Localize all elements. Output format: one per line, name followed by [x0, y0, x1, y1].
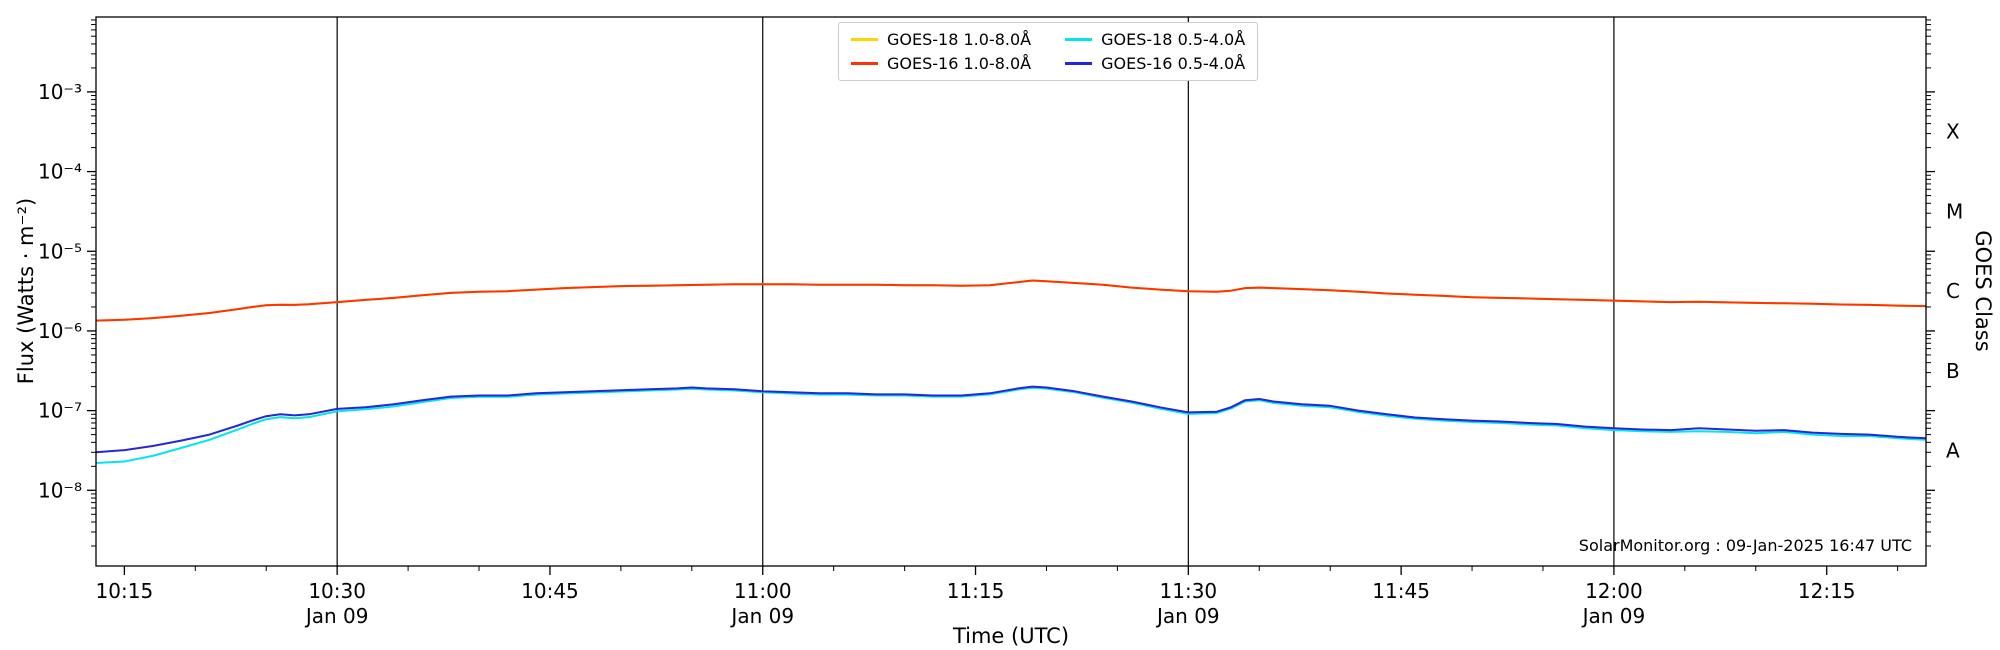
series-goes16-short	[95, 385, 1927, 454]
legend-label: GOES-16 0.5-4.0Å	[1101, 54, 1246, 73]
date-tick-label: Jan 09	[729, 604, 794, 628]
legend-item: GOES-16 1.0-8.0Å	[851, 54, 1031, 73]
y-tick-label: 10⁻⁶	[38, 319, 82, 343]
goes-class-letter: M	[1946, 199, 1963, 223]
x-tick-label: 10:30	[308, 579, 366, 603]
series-goes18-short	[95, 386, 1927, 464]
legend-line-swatch	[1065, 62, 1093, 65]
date-tick-label: Jan 09	[1581, 604, 1646, 628]
date-tick-label: Jan 09	[304, 604, 369, 628]
goes-class-letter: C	[1946, 279, 1960, 303]
legend-label: GOES-16 1.0-8.0Å	[887, 54, 1032, 73]
goes-class-letter: X	[1946, 120, 1960, 144]
x-tick-label: 10:45	[521, 579, 579, 603]
x-tick-label: 10:15	[96, 579, 154, 603]
legend: GOES-18 1.0-8.0Å GOES-16 1.0-8.0Å GOES-18 …	[838, 22, 1259, 81]
date-tick-label: Jan 09	[1155, 604, 1220, 628]
legend-item: GOES-16 0.5-4.0Å	[1065, 54, 1245, 73]
flux-series	[95, 279, 1927, 464]
y-axis: 10⁻³ 10⁻⁴ 10⁻⁵ 10⁻⁶ 10⁻⁷ 10⁻⁸	[38, 19, 1935, 547]
x-tick-label: 12:00	[1585, 579, 1643, 603]
y-tick-label: 10⁻⁵	[38, 239, 82, 263]
x-axis: 10:15 10:30 10:45 11:00 11:15 11:30 11:45 12:00…	[96, 566, 1899, 628]
legend-label: GOES-18 0.5-4.0Å	[1101, 30, 1246, 49]
x-tick-label: 11:00	[734, 579, 792, 603]
goes-class-letter: B	[1946, 359, 1960, 383]
y-tick-label: 10⁻⁴	[38, 160, 82, 184]
day-boundary-lines	[336, 17, 1615, 566]
legend-line-swatch	[851, 62, 878, 65]
x-axis-title: Time (UTC)	[952, 624, 1070, 648]
plot-frame	[95, 16, 1927, 567]
right-axis-title: GOES Class	[1971, 230, 1995, 352]
legend-item: GOES-18 0.5-4.0Å	[1065, 30, 1245, 49]
y-tick-label: 10⁻⁷	[38, 399, 82, 423]
series-goes16-long	[95, 279, 1927, 322]
legend-label: GOES-18 1.0-8.0Å	[887, 30, 1032, 49]
y-axis-title: Flux (Watts · m⁻²)	[14, 197, 38, 385]
goes-class-letter: A	[1946, 438, 1960, 462]
legend-line-swatch	[1065, 38, 1093, 41]
x-tick-label: 12:15	[1798, 579, 1856, 603]
x-tick-label: 11:15	[947, 579, 1005, 603]
x-tick-label: 11:45	[1372, 579, 1430, 603]
watermark-text: SolarMonitor.org : 09-Jan-2025 16:47 UTC	[1578, 536, 1912, 555]
y-tick-label: 10⁻⁸	[38, 478, 82, 502]
legend-line-swatch	[851, 38, 878, 41]
goes-class-scale: X M C B A	[1946, 120, 1963, 463]
x-tick-label: 11:30	[1160, 579, 1218, 603]
y-tick-label: 10⁻³	[38, 80, 82, 104]
legend-item: GOES-18 1.0-8.0Å	[851, 30, 1031, 49]
